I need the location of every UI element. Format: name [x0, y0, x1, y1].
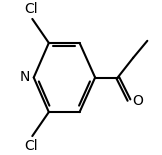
Text: Cl: Cl: [24, 2, 38, 16]
Text: O: O: [132, 95, 143, 108]
Text: Cl: Cl: [24, 139, 38, 153]
Text: N: N: [20, 71, 30, 84]
